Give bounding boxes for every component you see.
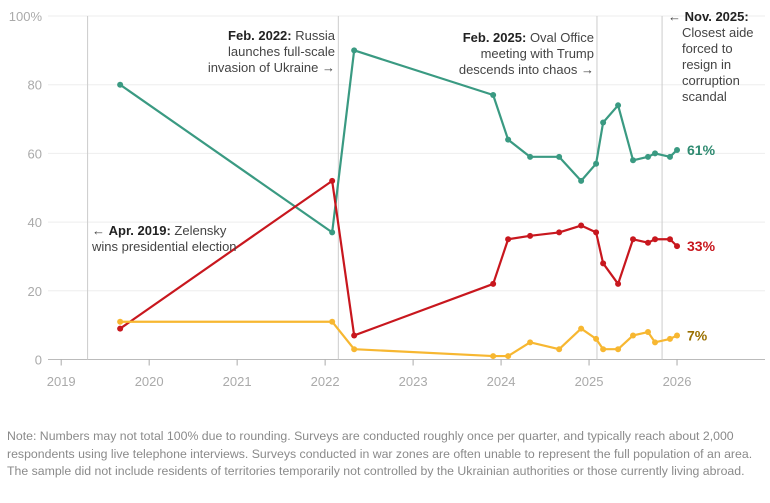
y-tick-label: 60 bbox=[28, 146, 42, 161]
data-point-green bbox=[593, 160, 600, 167]
data-point-red bbox=[556, 229, 563, 236]
data-point-green bbox=[505, 136, 512, 143]
data-point-green bbox=[600, 119, 607, 126]
x-tick-label: 2026 bbox=[663, 374, 692, 389]
x-tick-label: 2022 bbox=[311, 374, 340, 389]
data-point-red bbox=[578, 222, 585, 229]
data-point-red bbox=[490, 280, 497, 287]
data-point-green bbox=[674, 146, 681, 153]
series-line-green bbox=[119, 49, 678, 234]
data-point-green bbox=[329, 229, 336, 236]
annotation-apr-2019: ← Apr. 2019: Zelensky wins presidential … bbox=[92, 223, 237, 254]
data-point-red bbox=[600, 260, 607, 267]
data-point-red bbox=[117, 325, 124, 332]
x-tick-label: 2023 bbox=[399, 374, 428, 389]
data-point-red bbox=[615, 280, 622, 287]
annotation-feb-2022: Feb. 2022: Russia launches full-scale in… bbox=[207, 28, 335, 75]
data-point-red bbox=[644, 239, 651, 246]
data-point-yellow bbox=[117, 318, 124, 325]
data-point-red bbox=[674, 243, 681, 250]
y-tick-label: 0 bbox=[35, 353, 42, 368]
data-point-yellow bbox=[329, 318, 336, 325]
y-tick-label: 40 bbox=[28, 215, 42, 230]
data-point-yellow bbox=[644, 329, 651, 336]
end-label-yellow: 7% bbox=[687, 327, 708, 343]
series-line-yellow bbox=[120, 320, 678, 358]
data-point-yellow bbox=[630, 332, 637, 339]
data-point-yellow bbox=[674, 332, 681, 339]
end-label-red: 33% bbox=[687, 238, 716, 254]
data-point-green bbox=[527, 153, 534, 160]
data-point-yellow bbox=[652, 339, 659, 346]
data-point-red bbox=[351, 332, 358, 339]
x-tick-label: 2019 bbox=[47, 374, 76, 389]
x-tick-label: 2020 bbox=[135, 374, 164, 389]
data-point-green bbox=[117, 81, 124, 88]
y-tick-label: 100% bbox=[9, 9, 43, 24]
data-point-yellow bbox=[578, 325, 585, 332]
end-label-green: 61% bbox=[687, 142, 716, 158]
data-point-green bbox=[615, 102, 622, 109]
x-tick-label: 2025 bbox=[575, 374, 604, 389]
data-point-green bbox=[666, 153, 673, 160]
data-point-green bbox=[351, 47, 358, 54]
data-point-green bbox=[644, 153, 651, 160]
y-tick-label: 80 bbox=[28, 78, 42, 93]
footnote: Note: Numbers may not total 100% due to … bbox=[7, 429, 753, 478]
data-point-yellow bbox=[490, 353, 497, 360]
data-point-green bbox=[630, 157, 637, 164]
data-point-red bbox=[527, 232, 534, 239]
line-chart: 0 20 40 60 80 100% 2019 2020 2021 2022 2023 2024 202… bbox=[9, 9, 765, 389]
data-point-yellow bbox=[527, 339, 534, 346]
data-point-yellow bbox=[615, 346, 622, 353]
y-tick-label: 20 bbox=[28, 284, 42, 299]
data-point-yellow bbox=[600, 346, 607, 353]
data-point-red bbox=[593, 229, 600, 236]
data-point-yellow bbox=[593, 335, 600, 342]
data-point-green bbox=[652, 150, 659, 157]
data-point-red bbox=[630, 236, 637, 243]
data-point-red bbox=[652, 236, 659, 243]
data-point-yellow bbox=[351, 346, 358, 353]
data-point-yellow bbox=[666, 335, 673, 342]
data-point-green bbox=[578, 177, 585, 184]
data-point-yellow bbox=[505, 353, 512, 360]
data-point-yellow bbox=[556, 346, 563, 353]
data-point-red bbox=[329, 177, 336, 184]
x-tick-label: 2024 bbox=[487, 374, 516, 389]
data-point-red bbox=[666, 236, 673, 243]
data-point-red bbox=[505, 236, 512, 243]
x-tick-label: 2021 bbox=[223, 374, 252, 389]
annotation-feb-2025: Feb. 2025: Oval Office meeting with Trum… bbox=[458, 30, 594, 77]
data-point-green bbox=[556, 153, 563, 160]
data-point-green bbox=[490, 92, 497, 99]
annotation-nov-2025: ← Nov. 2025: Closest aide forced to resi… bbox=[668, 9, 754, 104]
series-line-red bbox=[119, 179, 678, 337]
